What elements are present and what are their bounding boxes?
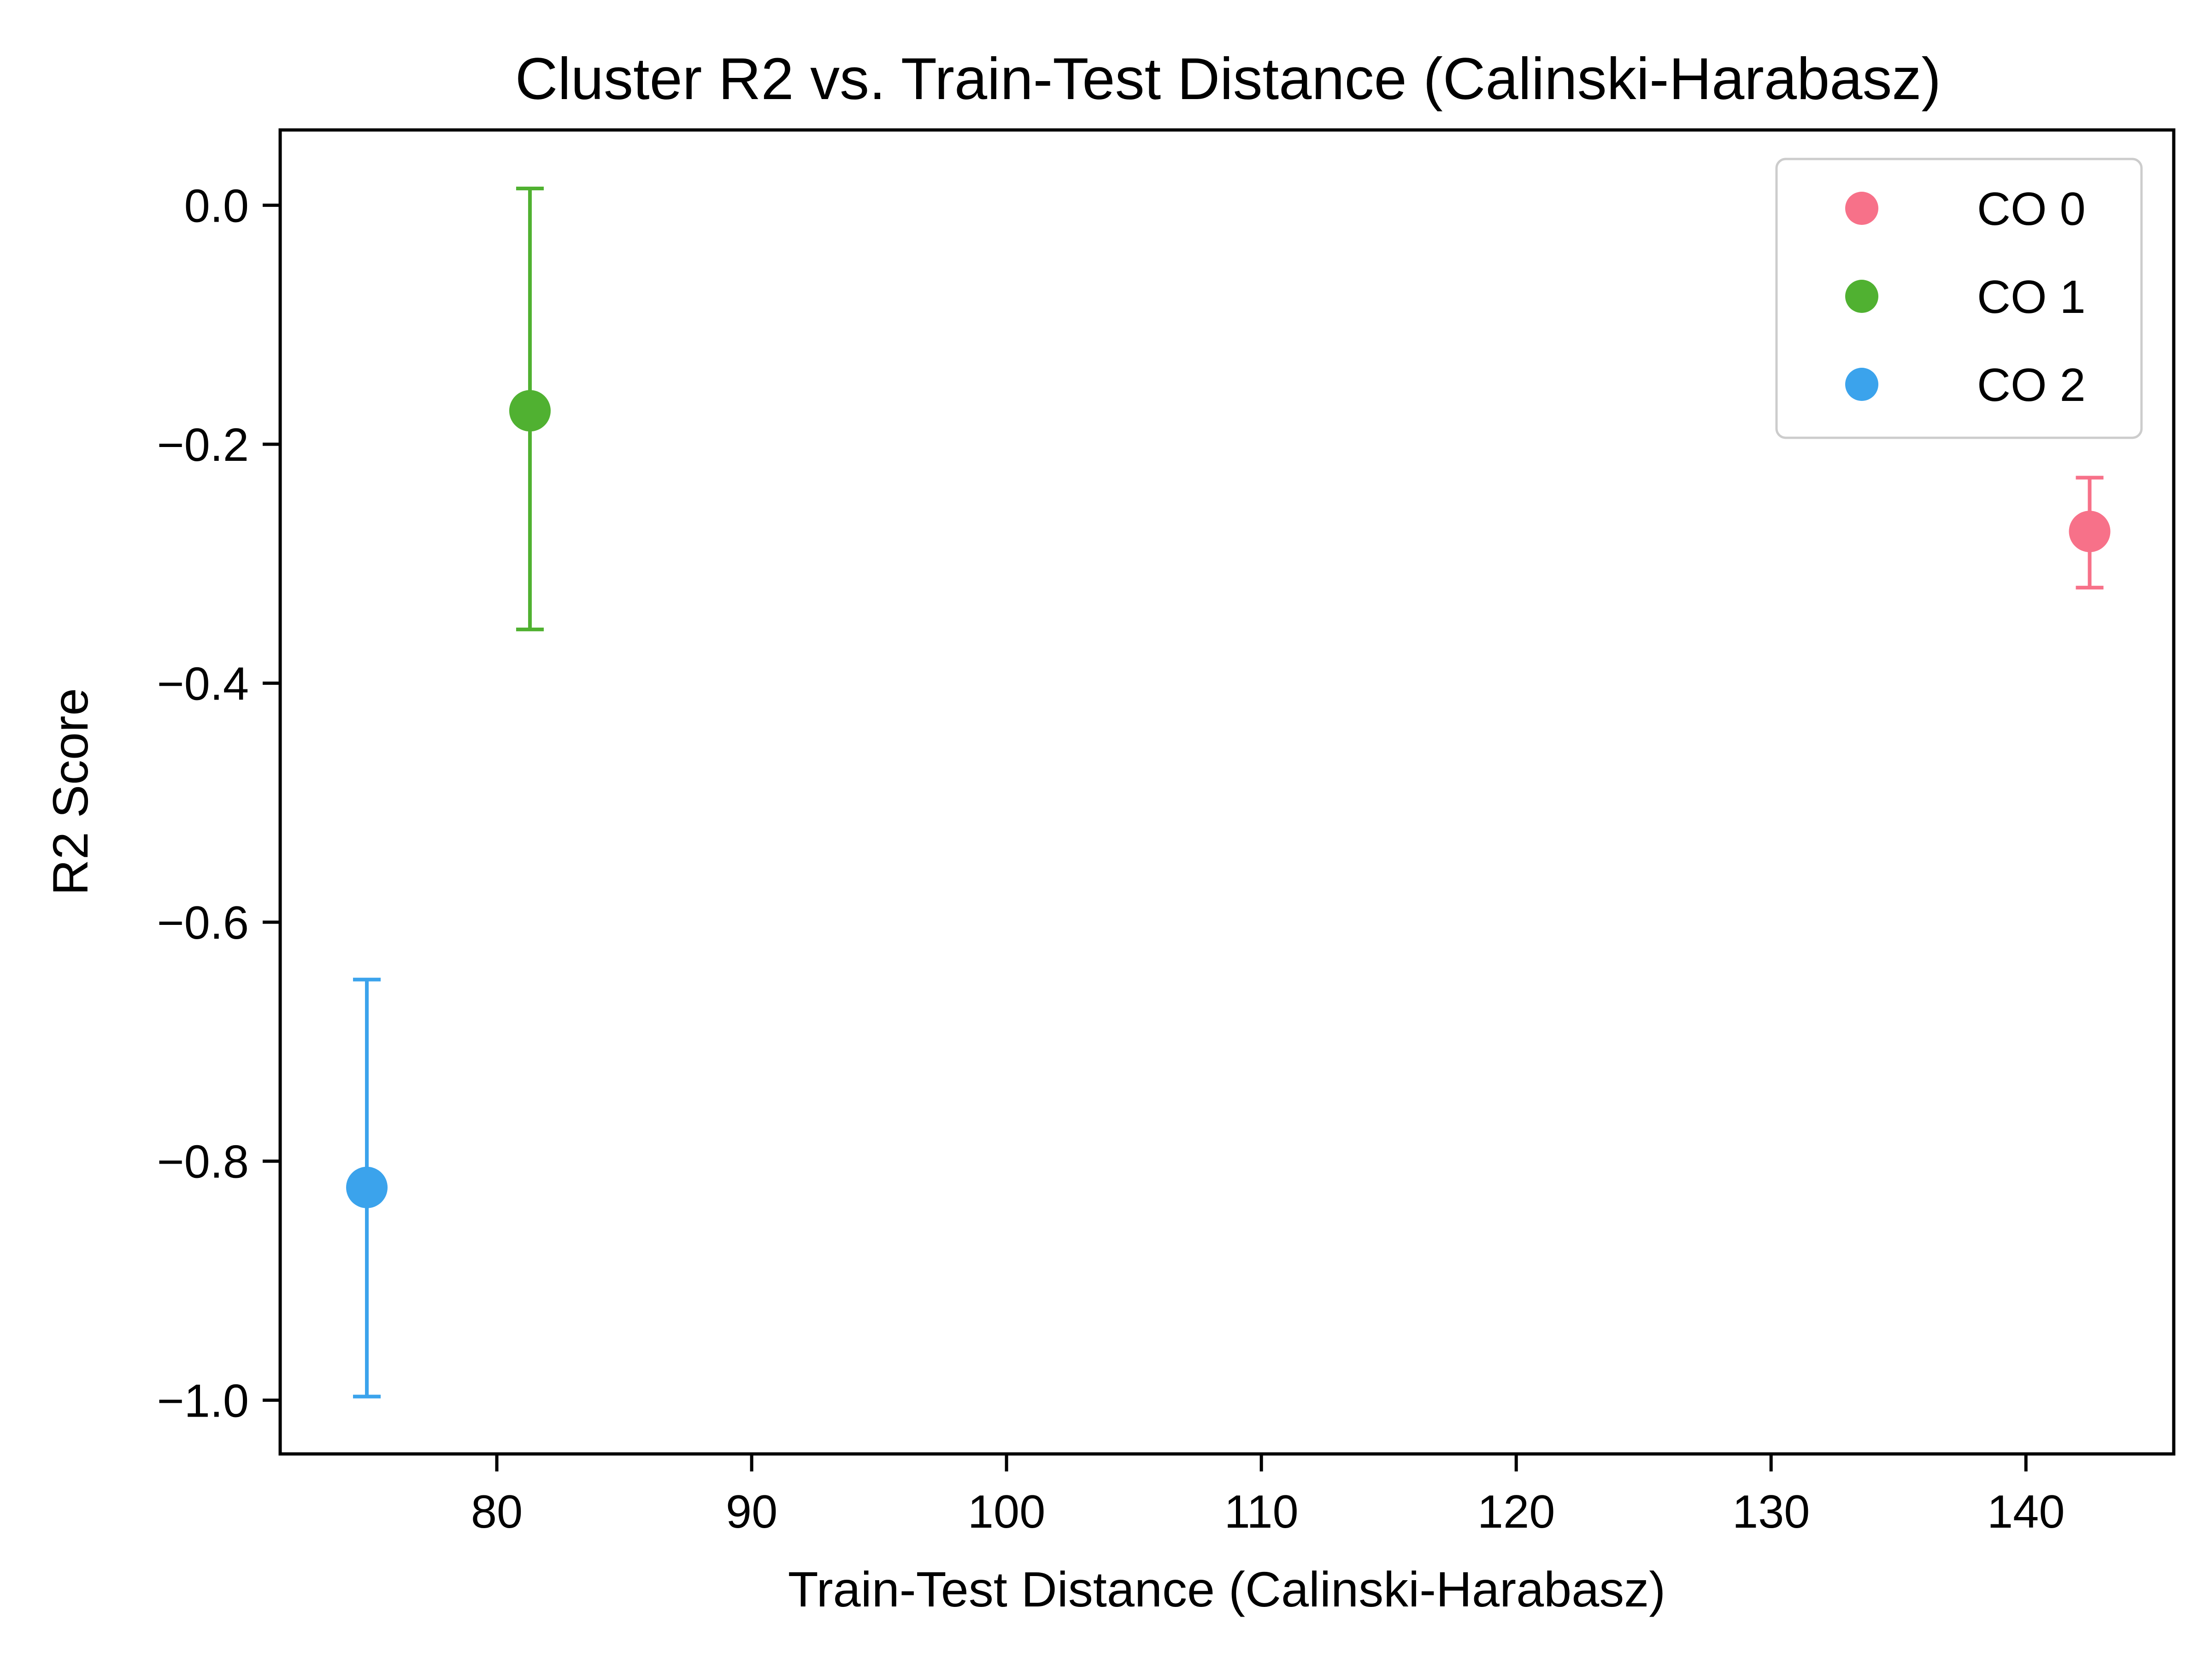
- plot-area: 80 90 100 110 120 130 140 0.0 −0.2 −0.4 −0.6 −0.8 −1…: [157, 180, 2111, 1538]
- x-tick-label: 110: [1224, 1486, 1299, 1538]
- legend: CO 0 CO 1 CO 2: [1775, 158, 2143, 439]
- x-tick-label: 140: [1987, 1486, 2065, 1538]
- y-tick-label: −0.8: [157, 1136, 249, 1188]
- legend-label: CO 1: [1977, 271, 2086, 323]
- chart-title: Cluster R2 vs. Train-Test Distance (Cali…: [515, 46, 1941, 112]
- y-axis-label: R2 Score: [42, 688, 98, 895]
- y-tick-label: −0.2: [157, 419, 249, 471]
- y-tick-label: −1.0: [157, 1375, 249, 1427]
- x-tick-label: 90: [726, 1486, 777, 1538]
- legend-label: CO 2: [1977, 359, 2086, 411]
- legend-marker: [1845, 368, 1878, 401]
- y-tick-label: −0.4: [157, 659, 249, 710]
- data-point: [346, 1166, 388, 1208]
- legend-frame: [1775, 158, 2143, 439]
- legend-label: CO 0: [1977, 183, 2086, 235]
- x-tick-label: 120: [1477, 1486, 1555, 1538]
- x-tick-label: 130: [1732, 1486, 1810, 1538]
- x-tick-label: 100: [968, 1486, 1046, 1538]
- x-tick-label: 80: [471, 1486, 523, 1538]
- y-tick-label: −0.6: [157, 897, 249, 949]
- legend-marker: [1845, 280, 1878, 313]
- legend-marker: [1845, 192, 1878, 225]
- x-axis-label: Train-Test Distance (Calinski-Harabasz): [788, 1561, 1666, 1617]
- data-point: [509, 390, 551, 432]
- y-tick-label: 0.0: [184, 180, 249, 232]
- data-point: [2069, 511, 2111, 553]
- plot-frame: [278, 128, 2176, 1456]
